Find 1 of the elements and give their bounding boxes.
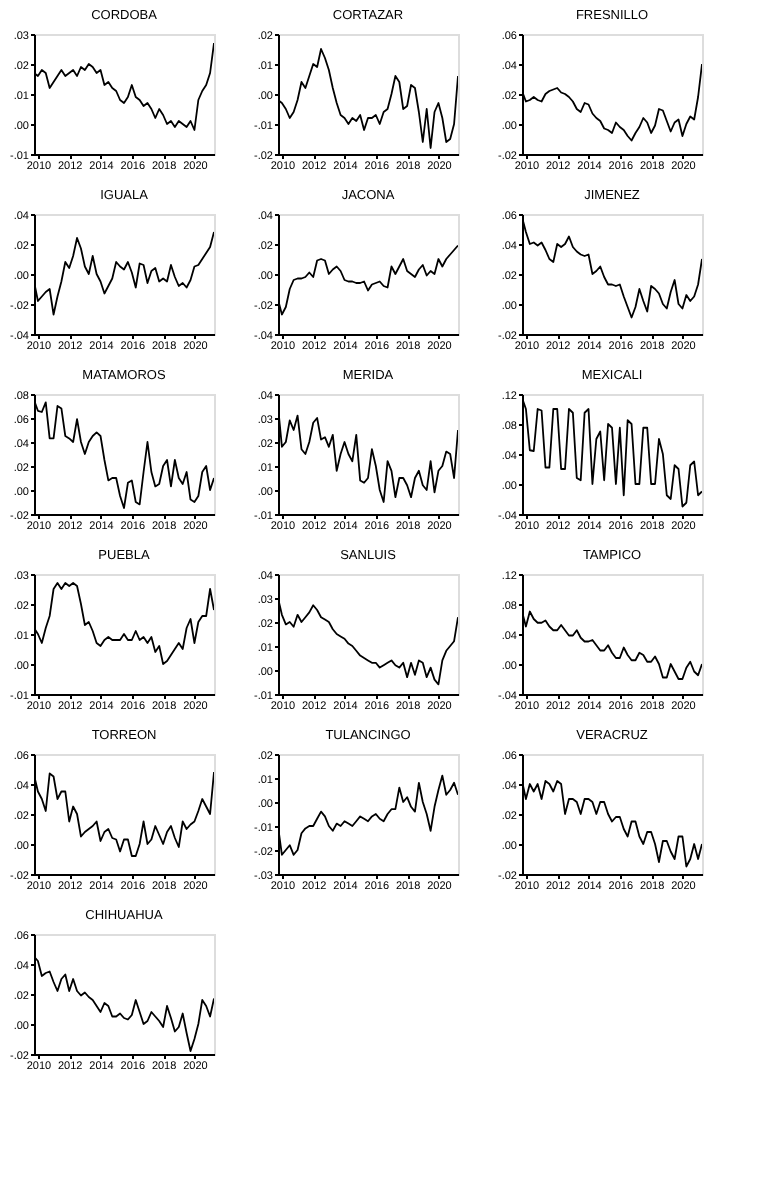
line-series (34, 399, 214, 509)
